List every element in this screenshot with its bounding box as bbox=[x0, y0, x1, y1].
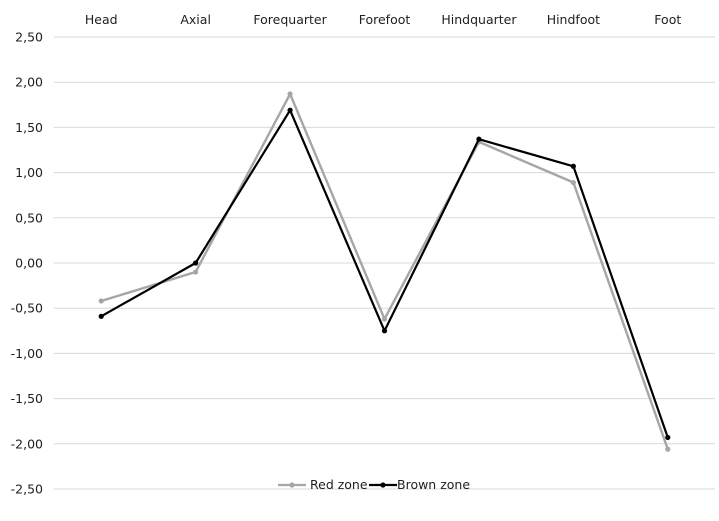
series-lines bbox=[98, 91, 671, 452]
legend-item-red-zone: Red zone bbox=[278, 477, 368, 492]
data-point-red-zone bbox=[381, 316, 388, 322]
data-point-brown-zone bbox=[193, 260, 199, 266]
x-tick-label: Axial bbox=[180, 12, 211, 27]
y-tick-label: -1,00 bbox=[11, 346, 43, 361]
x-tick-label: Hindfoot bbox=[547, 12, 600, 27]
y-tick-label: 0,00 bbox=[15, 256, 43, 271]
y-tick-label: 2,50 bbox=[15, 30, 43, 45]
series-line-red-zone bbox=[100, 92, 669, 450]
legend-red-zone-label: Red zone bbox=[310, 477, 368, 492]
y-tick-label: -1,50 bbox=[11, 391, 43, 406]
data-point-brown-zone bbox=[570, 163, 576, 169]
data-point-brown-zone bbox=[98, 313, 104, 319]
data-point-red-zone bbox=[98, 298, 104, 304]
x-tick-label: Hindquarter bbox=[441, 12, 517, 27]
data-point-brown-zone bbox=[287, 107, 293, 113]
data-point-red-zone bbox=[193, 269, 199, 275]
legend-brown-zone-label: Brown zone bbox=[397, 477, 470, 492]
legend-red-zone-marker bbox=[289, 482, 295, 488]
data-point-brown-zone bbox=[665, 434, 671, 441]
data-point-brown-zone bbox=[381, 328, 388, 334]
category-axis-labels: Head Axial Forequarter Forefoot Hindquarter H… bbox=[85, 12, 681, 27]
legend-item-brown-zone: Brown zone bbox=[369, 477, 470, 492]
y-tick-label: -2,00 bbox=[11, 436, 43, 451]
legend: Red zone Brown zone bbox=[278, 477, 470, 492]
y-tick-label: -0,50 bbox=[11, 301, 43, 316]
data-point-red-zone bbox=[287, 91, 293, 97]
y-tick-label: -2,50 bbox=[11, 482, 43, 497]
y-axis-tick-labels: 2,50 2,00 1,50 1,00 0,50 0,00 -0,50 -1,00 -1,50 -… bbox=[11, 30, 43, 497]
gridlines bbox=[54, 36, 715, 490]
x-tick-label: Forefoot bbox=[359, 12, 411, 27]
y-tick-label: 0,50 bbox=[15, 210, 43, 225]
y-tick-label: 1,50 bbox=[15, 120, 43, 135]
data-point-red-zone bbox=[665, 446, 671, 452]
data-point-red-zone bbox=[570, 179, 576, 186]
y-tick-label: 1,00 bbox=[15, 165, 43, 180]
y-tick-label: 2,00 bbox=[15, 75, 43, 90]
x-tick-label: Forequarter bbox=[253, 12, 327, 27]
data-point-brown-zone bbox=[476, 136, 482, 142]
x-tick-label: Head bbox=[85, 12, 118, 27]
legend-brown-zone-marker bbox=[380, 482, 386, 488]
x-tick-label: Foot bbox=[654, 12, 681, 27]
